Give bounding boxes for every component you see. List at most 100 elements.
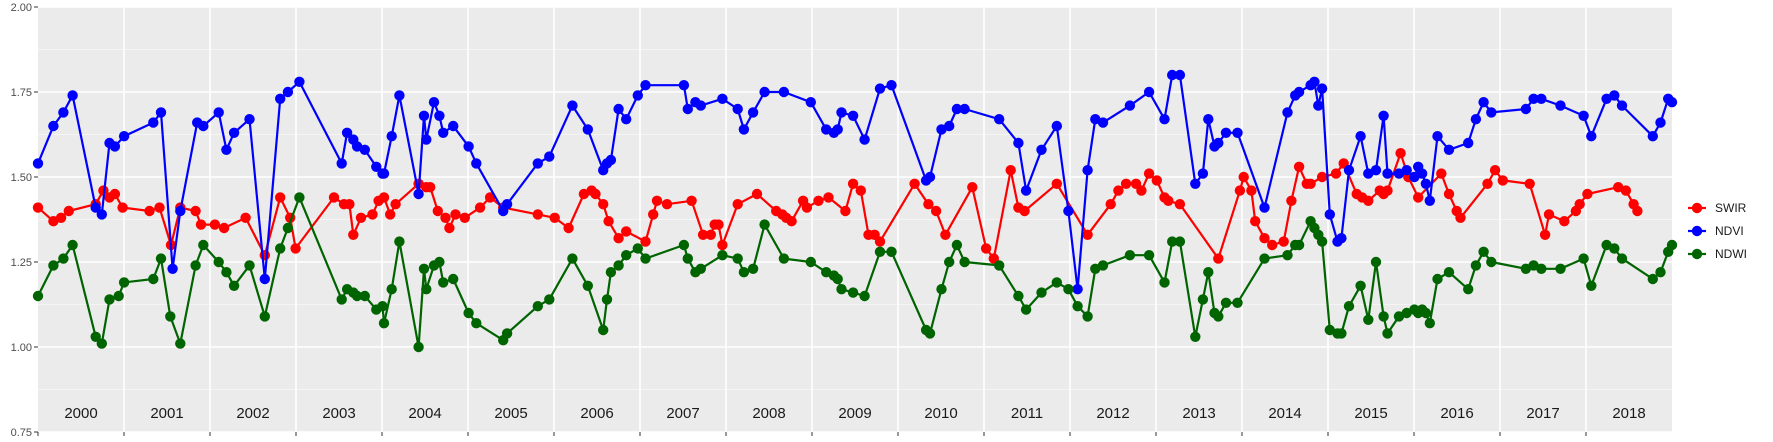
data-point [651,195,663,206]
data-point [874,236,886,247]
data-point [1286,195,1297,206]
data-point [805,256,816,268]
data-point [63,205,74,217]
legend-item-ndwi: NDWI [1688,247,1747,261]
data-point [1293,239,1305,251]
data-point [1293,86,1305,98]
data-point [1520,103,1532,115]
grid-lines [38,6,1672,433]
data-point [944,256,955,268]
data-point [621,226,632,237]
data-point [501,199,513,210]
data-point [221,267,232,278]
data-point [463,307,474,319]
data-point [847,110,859,122]
data-point [732,199,743,210]
data-point [421,134,432,145]
year-label: 2009 [838,405,871,422]
data-point [1190,178,1201,189]
data-point [994,114,1005,125]
data-point [1250,216,1261,227]
data-point [413,188,424,200]
data-point [738,267,750,278]
data-point [1443,188,1455,200]
data-point [1330,168,1342,179]
data-point [359,290,370,302]
data-point [1536,93,1547,105]
data-point [967,182,978,193]
data-point [282,222,294,234]
data-point [394,236,405,247]
year-label: 2013 [1182,405,1215,422]
data-point [1282,107,1293,118]
legend-item-swir: SWIR [1688,201,1747,215]
data-point [1609,243,1620,254]
data-point [1282,250,1293,261]
data-point [413,341,424,353]
data-point [48,260,59,271]
data-point [855,185,866,196]
year-label: 2007 [666,405,699,422]
data-point [1555,100,1566,111]
data-point [190,260,201,271]
data-point [980,243,992,254]
data-point [1174,236,1186,247]
year-label: 2002 [236,405,269,422]
data-point [832,273,843,285]
data-point [1020,185,1032,196]
data-point [1478,246,1489,257]
data-point [221,144,232,155]
data-point [1655,117,1666,128]
data-point [195,219,207,230]
data-point [1539,229,1551,240]
data-point [240,212,251,223]
data-point [1401,165,1412,176]
data-point [1232,127,1243,138]
legend-label: NDWI [1715,247,1747,261]
data-point [847,178,859,189]
data-point [459,212,470,223]
legend-label: SWIR [1715,201,1747,215]
data-point [1167,236,1178,247]
data-point [1666,97,1678,108]
data-point [959,103,970,115]
data-point [759,86,770,98]
data-point [1174,199,1186,210]
data-point [1370,256,1382,268]
data-point [1478,97,1489,108]
data-point [1413,192,1424,203]
data-point [336,294,347,305]
data-point [448,273,459,285]
data-point [1543,209,1555,220]
data-point [104,294,115,305]
data-point [874,246,886,257]
data-point [1363,195,1374,206]
data-point [1190,331,1201,342]
data-point [738,124,750,135]
data-point [471,318,482,329]
data-point [590,188,601,200]
data-point [1363,314,1374,325]
data-point [1586,280,1597,291]
data-point [601,294,613,305]
y-tick-label: 1.75 [11,87,32,99]
data-point [198,120,209,132]
year-label: 2011 [1011,405,1043,422]
data-point [682,103,693,115]
data-point [759,219,770,230]
data-point [109,141,121,152]
data-point [378,168,390,179]
data-point [613,103,624,115]
data-point [648,209,659,220]
data-point [1051,120,1063,132]
data-point [1036,287,1047,298]
data-point [951,239,963,251]
data-point [228,280,240,291]
data-point [621,250,632,261]
data-point [936,284,947,295]
data-point [1463,284,1474,295]
data-point [58,107,69,118]
legend-swatch-point [1691,225,1703,237]
data-point [344,199,355,210]
data-point [886,246,897,257]
